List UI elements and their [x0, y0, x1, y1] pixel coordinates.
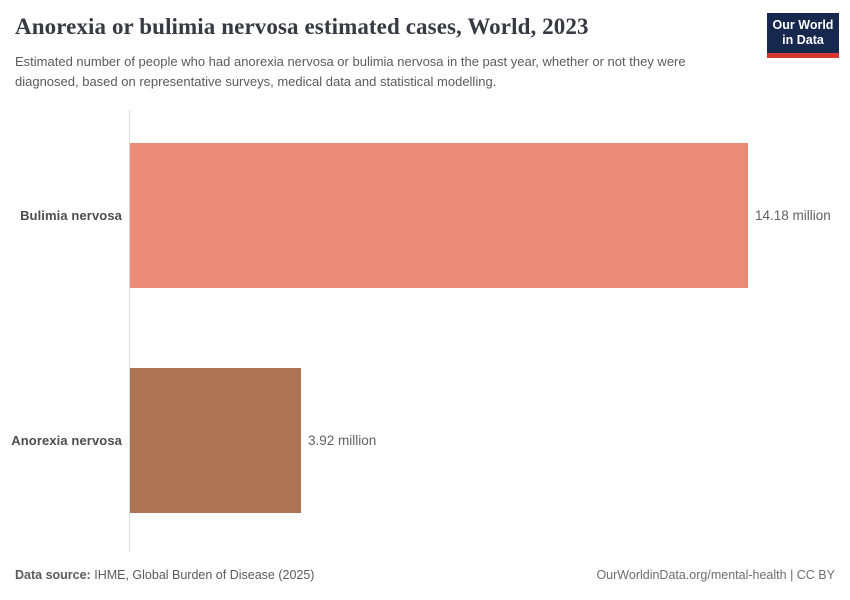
owid-url-license-link[interactable]: OurWorldinData.org/mental-health | CC BY [596, 568, 835, 582]
bar-row-anorexia: Anorexia nervosa 3.92 million [0, 368, 850, 513]
value-label-anorexia: 3.92 million [308, 433, 377, 448]
data-source-label: Data source: [15, 568, 91, 582]
category-label-bulimia: Bulimia nervosa [20, 208, 122, 223]
chart-subtitle: Estimated number of people who had anore… [15, 54, 686, 90]
bar-bulimia-nervosa[interactable] [130, 143, 748, 288]
data-source: Data source: IHME, Global Burden of Dise… [15, 568, 314, 582]
owid-logo-line2: in Data [782, 33, 824, 48]
bar-anorexia-nervosa[interactable] [130, 368, 301, 513]
y-axis-line [129, 110, 130, 552]
owid-logo-line1: Our World [772, 18, 834, 32]
category-label-anorexia: Anorexia nervosa [11, 433, 122, 448]
data-source-text: IHME, Global Burden of Disease (2025) [94, 568, 315, 582]
chart-footer: Data source: IHME, Global Burden of Dise… [15, 568, 835, 582]
value-label-bulimia: 14.18 million [755, 208, 831, 223]
page-title: Anorexia or bulimia nervosa estimated ca… [15, 14, 589, 39]
owid-logo[interactable]: Our World in Data [767, 13, 839, 58]
bar-row-bulimia: Bulimia nervosa 14.18 million [0, 143, 850, 288]
